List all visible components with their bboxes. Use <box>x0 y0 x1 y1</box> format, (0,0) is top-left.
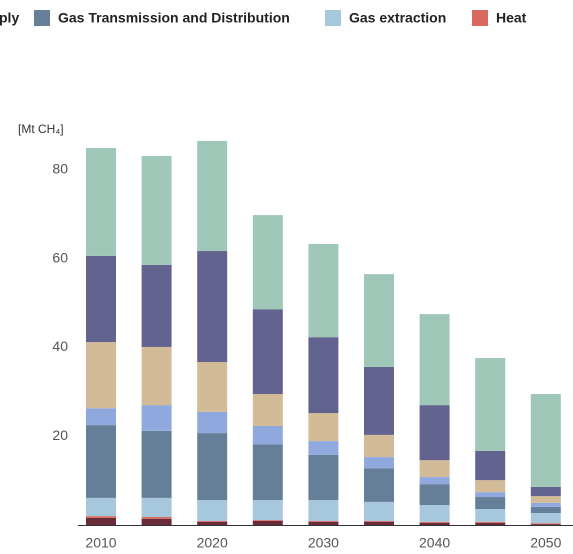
bar-segment <box>141 156 172 265</box>
bar-segment <box>86 425 116 498</box>
bar-segment <box>86 516 116 518</box>
bar-segment <box>419 505 450 522</box>
y-tick-label: 80 <box>52 161 68 177</box>
bar-segment <box>308 337 339 414</box>
bar-segment <box>252 425 283 445</box>
bar-segment <box>86 497 116 517</box>
legend-label: Heat <box>496 10 527 26</box>
legend-swatch <box>472 10 488 26</box>
bar-segment <box>86 148 116 256</box>
bar-segment <box>475 522 506 525</box>
bar-segment <box>252 521 283 525</box>
bar-segment <box>419 484 450 506</box>
bar-segment <box>475 521 506 523</box>
bar-segment <box>475 358 506 451</box>
bar-segment <box>364 501 394 522</box>
bar-segment <box>86 517 116 525</box>
bar-segment <box>308 243 339 338</box>
bar-segment <box>308 441 339 455</box>
bar-segment <box>530 394 561 487</box>
bar-segment <box>364 468 394 502</box>
bar-segment <box>308 521 339 522</box>
bar-segment <box>252 309 283 395</box>
bar-segment <box>86 255 116 343</box>
bar-segment <box>141 405 172 431</box>
bar-segment <box>141 430 172 498</box>
bar-segment <box>86 408 116 426</box>
bar-segment <box>530 486 561 497</box>
bar-segment <box>252 500 283 521</box>
bar-segment <box>530 523 561 525</box>
bar-segment <box>419 521 450 523</box>
x-tick-label: 2030 <box>308 535 339 551</box>
bar-segment <box>252 444 283 501</box>
legend-fragment: ply <box>0 10 19 26</box>
legend-swatch <box>34 10 50 26</box>
y-axis-label: [Mt CH₄] <box>18 122 64 136</box>
bar-segment <box>419 477 450 485</box>
bar-segment <box>364 366 394 435</box>
bar-segment <box>475 492 506 498</box>
bar-segment <box>252 394 283 426</box>
legend-swatch <box>325 10 341 26</box>
bar-segment <box>86 342 116 409</box>
legend-label: Gas Transmission and Distribution <box>58 10 290 26</box>
bar-segment <box>364 274 394 367</box>
bar-segment <box>141 518 172 525</box>
bar-segment <box>475 497 506 510</box>
bar-segment <box>308 454 339 501</box>
bar-segment <box>364 521 394 525</box>
bar-segment <box>141 264 172 347</box>
bar-segment <box>475 480 506 493</box>
y-tick-label: 60 <box>52 249 68 265</box>
x-tick-label: 2020 <box>197 535 228 551</box>
bar-segment <box>252 520 283 522</box>
x-tick-label: 2010 <box>85 535 116 551</box>
bar-segment <box>252 215 283 310</box>
bar-segment <box>530 502 561 507</box>
legend-label: Gas extraction <box>349 10 446 26</box>
bar-segment <box>141 497 172 518</box>
bar-segment <box>197 140 228 252</box>
bar-segment <box>197 521 228 525</box>
bar-segment <box>419 405 450 461</box>
y-tick-label: 40 <box>52 338 68 354</box>
bar-segment <box>197 411 228 434</box>
bar-segment <box>419 314 450 406</box>
bar-segment <box>364 434 394 458</box>
bar-segment <box>530 506 561 514</box>
bar-segment <box>141 346 172 406</box>
bar-segment <box>364 457 394 469</box>
bar-segment <box>530 524 561 525</box>
bar-segment <box>419 460 450 478</box>
bar-segment <box>419 522 450 525</box>
bar-segment <box>530 513 561 524</box>
bar-segment <box>308 500 339 522</box>
bar-segment <box>364 521 394 522</box>
y-tick-label: 20 <box>52 427 68 443</box>
bar-segment <box>197 500 228 522</box>
bar-segment <box>197 433 228 501</box>
bar-segment <box>475 509 506 522</box>
bar-segment <box>308 521 339 525</box>
bar-segment <box>475 450 506 481</box>
bar-segment <box>197 362 228 412</box>
bar-segment <box>197 521 228 522</box>
x-tick-label: 2050 <box>530 535 561 551</box>
bar-segment <box>141 517 172 519</box>
bar-segment <box>530 496 561 503</box>
x-tick-label: 2040 <box>419 535 450 551</box>
bar-segment <box>197 251 228 363</box>
bar-segment <box>308 413 339 442</box>
